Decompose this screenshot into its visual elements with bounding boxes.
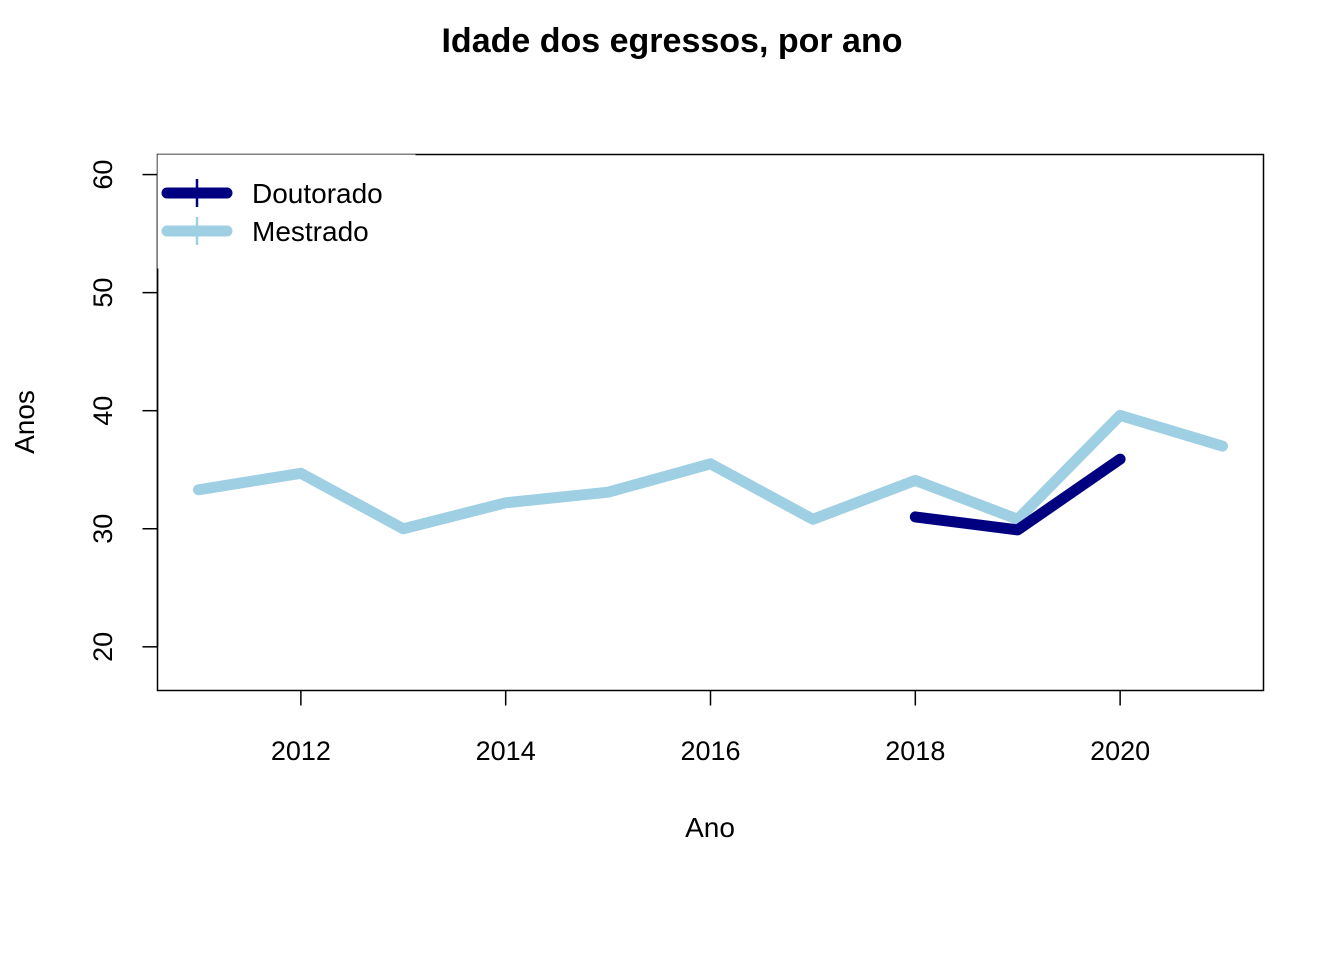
x-axis-label: Ano <box>685 812 735 843</box>
x-tick-label: 2016 <box>680 736 740 766</box>
x-tick-label: 2014 <box>476 736 536 766</box>
y-tick-label: 50 <box>88 278 118 308</box>
legend-box <box>157 154 416 269</box>
chart-title: Idade dos egressos, por ano <box>441 22 902 60</box>
x-tick-label: 2012 <box>271 736 331 766</box>
y-axis-label: Anos <box>9 390 40 454</box>
y-tick-label: 40 <box>88 396 118 426</box>
y-tick-label: 20 <box>88 632 118 662</box>
series-line-mestrado <box>193 409 1228 535</box>
legend-label-mestrado: Mestrado <box>252 216 369 247</box>
x-tick-label: 2020 <box>1090 736 1150 766</box>
y-tick-label: 30 <box>88 514 118 544</box>
x-axis: 2012 2014 2016 2018 2020 <box>271 690 1150 766</box>
series-layer <box>193 409 1228 536</box>
legend-label-doutorado: Doutorado <box>252 178 383 209</box>
y-axis: 20 30 40 50 60 <box>88 160 159 662</box>
legend: Doutorado Mestrado <box>157 154 416 269</box>
x-tick-label: 2018 <box>885 736 945 766</box>
y-tick-label: 60 <box>88 160 118 190</box>
